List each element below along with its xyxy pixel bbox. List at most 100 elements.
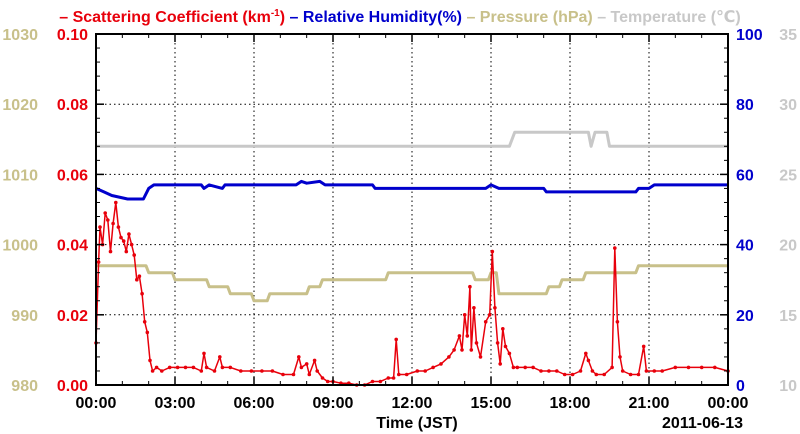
date-label: 2011-06-13 xyxy=(662,415,743,432)
x-tick-label: 18:00 xyxy=(550,395,591,412)
y-tick-label-temperature: 35 xyxy=(779,27,797,44)
data-point xyxy=(555,369,559,373)
data-point xyxy=(590,369,595,373)
data-point xyxy=(297,355,301,359)
data-point xyxy=(423,369,428,373)
y-tick-label-pressure: 1000 xyxy=(2,238,38,255)
series-relative-humidity xyxy=(95,179,728,201)
data-point xyxy=(562,372,567,377)
data-point xyxy=(457,334,462,338)
data-point xyxy=(370,379,375,384)
data-point xyxy=(270,369,275,373)
data-point xyxy=(140,291,144,296)
data-point xyxy=(119,235,123,240)
series-scattering-coefficient xyxy=(94,200,730,387)
data-point xyxy=(439,362,443,366)
data-point xyxy=(106,218,110,222)
data-point xyxy=(121,239,126,243)
data-point xyxy=(281,372,285,377)
data-point xyxy=(515,365,520,370)
data-point xyxy=(386,376,391,380)
data-point xyxy=(618,355,622,359)
data-point xyxy=(462,313,467,317)
y-tick-label-temperature: 15 xyxy=(779,308,797,325)
x-tick-label: 06:00 xyxy=(234,395,275,412)
series-temperature xyxy=(96,130,728,148)
data-point xyxy=(652,369,657,373)
data-point xyxy=(220,365,225,370)
data-point xyxy=(154,365,159,370)
y-tick-label-pressure: 1030 xyxy=(2,27,38,44)
series-line xyxy=(96,264,728,303)
data-point xyxy=(378,379,383,384)
data-point xyxy=(584,351,588,356)
data-point xyxy=(472,306,476,310)
data-point xyxy=(431,365,435,370)
data-point xyxy=(503,344,508,349)
data-point xyxy=(641,344,646,349)
data-point xyxy=(394,337,399,342)
y-tick-label-scattering: 0.08 xyxy=(57,97,88,114)
data-point xyxy=(191,365,196,370)
legend-superscript: -1 xyxy=(271,8,280,19)
x-tick-label: 03:00 xyxy=(155,395,196,412)
data-point xyxy=(478,355,483,359)
data-point xyxy=(507,351,512,356)
y-tick-label-humidity: 40 xyxy=(736,238,754,255)
data-point xyxy=(135,277,139,282)
data-point xyxy=(523,365,527,370)
data-point xyxy=(103,211,107,215)
data-point xyxy=(465,334,470,338)
data-point xyxy=(304,362,309,366)
data-point xyxy=(699,365,704,370)
data-point xyxy=(490,249,495,254)
data-point xyxy=(602,372,606,377)
data-point xyxy=(148,358,152,363)
data-point xyxy=(307,372,312,377)
y-tick-label-pressure: 1020 xyxy=(2,97,38,114)
data-point xyxy=(199,369,204,373)
data-point xyxy=(498,362,503,366)
y-tick-label-humidity: 60 xyxy=(736,167,754,184)
y-tick-label-pressure: 980 xyxy=(11,378,38,395)
data-point xyxy=(483,320,488,324)
series-line xyxy=(95,179,728,201)
x-tick-label: 00:00 xyxy=(76,395,117,412)
tick-labels: 00:00 03:00 06:00 09:00 12:00 15:00 18:00 21:00… xyxy=(2,27,797,412)
data-point xyxy=(586,358,591,363)
data-point xyxy=(150,369,155,373)
y-tick-label-temperature: 25 xyxy=(779,167,797,184)
series-layer xyxy=(94,130,730,387)
legend-item: – Scattering Coefficient (km xyxy=(59,9,271,26)
y-tick-label-temperature: 10 xyxy=(779,378,797,395)
data-point xyxy=(547,369,551,373)
data-point xyxy=(391,376,396,380)
data-point xyxy=(291,372,296,377)
data-point xyxy=(204,365,209,370)
y-tick-label-pressure: 990 xyxy=(11,308,38,325)
y-tick-label-scattering: 0.10 xyxy=(57,27,88,44)
data-point xyxy=(673,365,678,370)
data-point xyxy=(212,369,217,373)
data-point xyxy=(108,249,113,254)
data-point xyxy=(218,355,222,359)
y-tick-label-pressure: 1010 xyxy=(2,167,38,184)
y-tick-label-humidity: 100 xyxy=(736,27,763,44)
data-point xyxy=(644,369,649,373)
series-line xyxy=(96,130,728,148)
y-tick-label-humidity: 20 xyxy=(736,308,754,325)
data-point xyxy=(487,313,492,317)
data-point xyxy=(570,372,575,377)
y-tick-label-scattering: 0.00 xyxy=(57,378,88,395)
data-point xyxy=(531,365,535,370)
data-point xyxy=(501,327,505,331)
data-point xyxy=(167,365,172,370)
legend-item-tail: ) xyxy=(280,9,285,26)
legend: – Scattering Coefficient (km-1) – Relati… xyxy=(59,8,741,26)
tick-marks xyxy=(95,33,729,386)
data-point xyxy=(137,274,142,279)
data-point xyxy=(447,355,451,359)
data-point xyxy=(260,369,264,373)
data-point xyxy=(320,376,325,380)
